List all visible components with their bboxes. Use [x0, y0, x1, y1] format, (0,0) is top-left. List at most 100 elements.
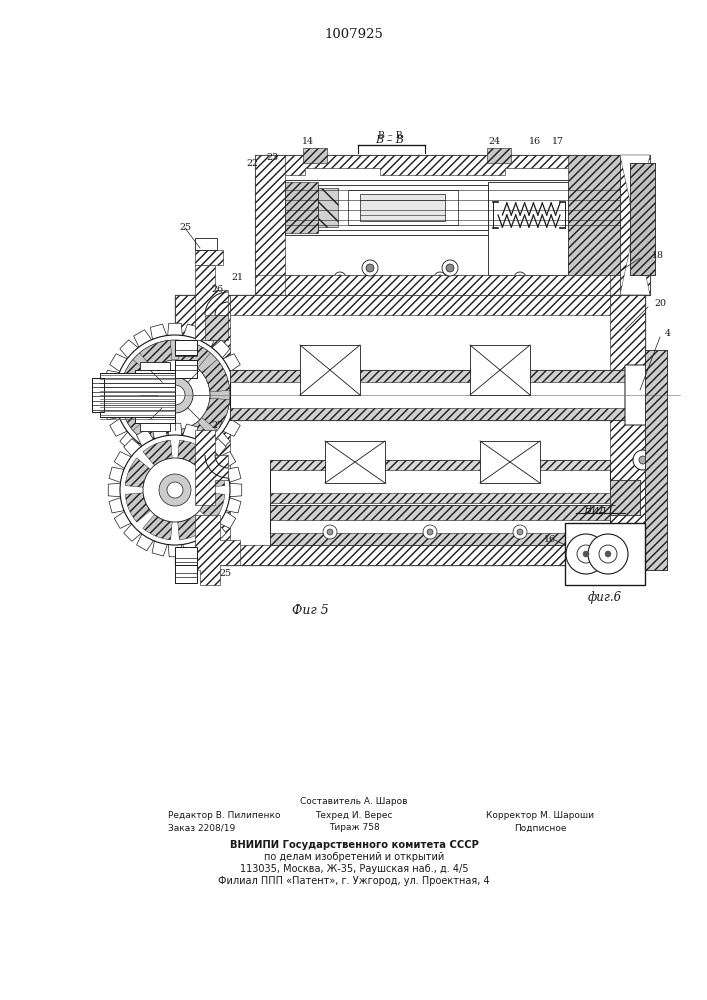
Text: 27: 27 [211, 420, 223, 430]
Wedge shape [177, 440, 207, 465]
Polygon shape [152, 424, 168, 439]
Polygon shape [134, 330, 151, 347]
Text: Филиал ППП «Патент», г. Ужгород, ул. Проектная, 4: Филиал ППП «Патент», г. Ужгород, ул. Про… [218, 876, 490, 886]
Bar [270, 505, 610, 545]
Polygon shape [219, 511, 235, 528]
Polygon shape [212, 340, 230, 358]
Polygon shape [120, 432, 138, 450]
Polygon shape [230, 370, 625, 382]
Bar [325, 441, 385, 483]
Bar [270, 460, 610, 505]
Bar [470, 345, 530, 395]
Circle shape [513, 525, 527, 539]
Text: 23: 23 [266, 152, 278, 161]
Polygon shape [175, 295, 230, 565]
Polygon shape [103, 388, 115, 402]
Text: В – В: В – В [378, 131, 402, 140]
Text: 4: 4 [665, 328, 671, 338]
Bar [348, 190, 458, 225]
Polygon shape [230, 403, 246, 420]
Text: 20: 20 [654, 298, 666, 308]
Circle shape [446, 264, 454, 272]
Polygon shape [197, 534, 214, 551]
Circle shape [337, 275, 343, 281]
Polygon shape [230, 483, 242, 497]
Polygon shape [270, 533, 610, 545]
Text: 113035, Москва, Ж-35, Раушская наб., д. 4/5: 113035, Москва, Ж-35, Раушская наб., д. … [240, 864, 468, 874]
Circle shape [165, 385, 185, 405]
Polygon shape [136, 534, 153, 551]
Wedge shape [120, 398, 148, 430]
Polygon shape [223, 418, 240, 436]
Circle shape [588, 534, 628, 574]
Polygon shape [625, 365, 665, 425]
Wedge shape [120, 360, 148, 392]
Text: 18: 18 [652, 250, 664, 259]
Bar [300, 345, 360, 395]
Circle shape [366, 264, 374, 272]
Circle shape [577, 545, 595, 563]
Polygon shape [168, 323, 182, 335]
Bar [488, 182, 568, 275]
Polygon shape [270, 460, 610, 470]
Polygon shape [199, 443, 216, 460]
Wedge shape [143, 440, 173, 465]
Polygon shape [124, 524, 141, 541]
Bar [92, 378, 104, 412]
Bar [487, 148, 511, 163]
Polygon shape [645, 350, 667, 570]
Polygon shape [270, 493, 610, 503]
Polygon shape [195, 515, 240, 585]
Bar [195, 250, 223, 265]
Wedge shape [177, 515, 207, 540]
Polygon shape [124, 439, 141, 456]
Text: 25: 25 [179, 224, 191, 232]
Polygon shape [109, 498, 124, 513]
Text: 1007925: 1007925 [325, 27, 383, 40]
Text: Редактор В. Пилипенко: Редактор В. Пилипенко [168, 810, 281, 820]
Text: Подписное: Подписное [514, 824, 566, 832]
Polygon shape [199, 330, 216, 347]
Circle shape [423, 525, 437, 539]
Circle shape [167, 482, 183, 498]
Circle shape [362, 260, 378, 276]
Text: 24: 24 [488, 136, 500, 145]
Polygon shape [104, 370, 119, 387]
Text: 22: 22 [246, 158, 258, 167]
Polygon shape [285, 275, 610, 295]
Polygon shape [110, 354, 127, 372]
Circle shape [120, 435, 230, 545]
Polygon shape [183, 324, 199, 339]
Circle shape [120, 340, 230, 450]
Text: 16: 16 [544, 536, 556, 544]
Polygon shape [183, 451, 199, 466]
Polygon shape [205, 315, 228, 340]
Polygon shape [255, 155, 650, 175]
Text: Заказ 2208/19: Заказ 2208/19 [168, 824, 235, 832]
Bar [175, 295, 645, 565]
Circle shape [517, 275, 523, 281]
Polygon shape [151, 324, 167, 339]
Polygon shape [110, 418, 127, 436]
Bar [175, 340, 197, 355]
Polygon shape [168, 423, 182, 435]
Circle shape [323, 525, 337, 539]
Polygon shape [285, 182, 318, 233]
Wedge shape [199, 493, 225, 522]
Polygon shape [182, 541, 198, 556]
Polygon shape [115, 452, 131, 469]
Polygon shape [610, 480, 640, 515]
Circle shape [140, 360, 210, 430]
Wedge shape [201, 398, 230, 430]
Polygon shape [255, 155, 285, 295]
Bar [645, 350, 667, 570]
Polygon shape [230, 408, 625, 420]
Bar [318, 188, 338, 227]
Bar [195, 238, 217, 250]
Text: по делам изобретений и открытий: по делам изобретений и открытий [264, 852, 444, 862]
Circle shape [434, 272, 446, 284]
Circle shape [599, 545, 617, 563]
Polygon shape [195, 430, 228, 505]
Bar [135, 370, 175, 395]
Bar [175, 565, 197, 583]
